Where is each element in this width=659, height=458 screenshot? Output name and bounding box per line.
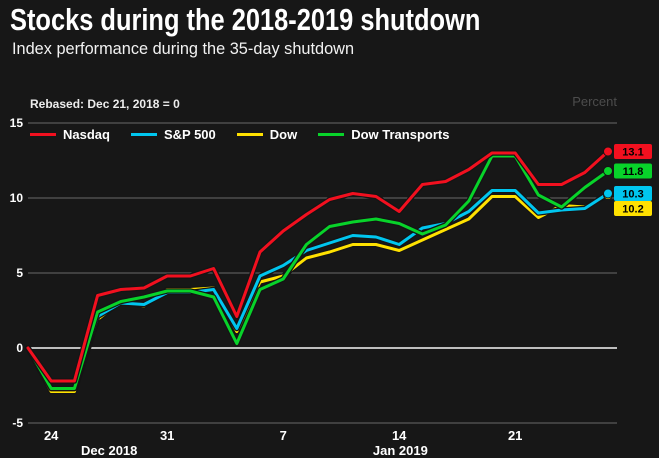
end-dot-dow-transports xyxy=(603,166,613,176)
month-label-jan-2019: Jan 2019 xyxy=(373,443,428,458)
x-tick-label-14: 14 xyxy=(392,428,407,443)
legend-label-dow: Dow xyxy=(269,126,298,142)
legend-label-nasdaq: Nasdaq xyxy=(63,126,110,142)
end-label-dow: 10.2 xyxy=(622,204,643,216)
end-label-box-s-p-500 xyxy=(614,186,652,201)
x-tick-label-31: 31 xyxy=(160,428,174,443)
end-dot-s-p-500 xyxy=(603,188,613,199)
series-halo-nasdaq xyxy=(25,148,611,384)
legend-item-nasdaq: Nasdaq xyxy=(30,127,110,142)
y-tick-label-15: 15 xyxy=(10,116,24,130)
x-tick-label-7: 7 xyxy=(280,428,287,443)
series-line-nasdaq xyxy=(26,150,610,383)
rebased-note: Rebased: Dec 21, 2018 = 0 xyxy=(30,97,180,111)
end-dot-nasdaq xyxy=(603,146,613,157)
y-tick-label-10: 10 xyxy=(10,191,24,205)
legend-label-sp500: S&P 500 xyxy=(163,126,216,142)
legend-label-dow-transports: Dow Transports xyxy=(351,126,450,142)
series-halo-dow-transports xyxy=(25,153,611,392)
dow-line-swatch-icon xyxy=(236,132,263,136)
legend-item-sp500: S&P 500 xyxy=(130,126,216,142)
sp500-line-swatch-icon xyxy=(130,132,157,136)
x-tick-label-21: 21 xyxy=(508,428,522,443)
legend: Nasdaq S&P 500 Dow Dow Transports xyxy=(30,126,449,142)
end-label-box-dow-transports xyxy=(614,163,652,179)
end-label-s-p-500: 10.3 xyxy=(622,189,643,201)
y-tick-label-5: 5 xyxy=(16,266,23,280)
unit-label: Percent xyxy=(572,94,617,109)
series-line-dow-transports xyxy=(26,154,610,390)
month-label-dec-2018: Dec 2018 xyxy=(81,443,137,458)
legend-item-dow-transports: Dow Transports xyxy=(318,127,449,142)
y-tick-label--5: -5 xyxy=(12,416,23,430)
nasdaq-line-swatch-icon xyxy=(30,132,56,136)
chart-subtitle: Index performance during the 35-day shut… xyxy=(12,39,355,58)
end-label-dow-transports: 11.8 xyxy=(623,166,644,178)
y-tick-label-0: 0 xyxy=(16,341,23,355)
end-label-box-dow xyxy=(614,201,652,216)
x-tick-label-24: 24 xyxy=(44,428,59,443)
end-label-nasdaq: 13.1 xyxy=(622,147,643,159)
dow-transports-line-swatch-icon xyxy=(318,132,345,136)
legend-item-dow: Dow xyxy=(236,126,298,142)
page-title: Stocks during the 2018-2019 shutdown xyxy=(10,2,481,37)
end-label-box-nasdaq xyxy=(614,144,652,159)
